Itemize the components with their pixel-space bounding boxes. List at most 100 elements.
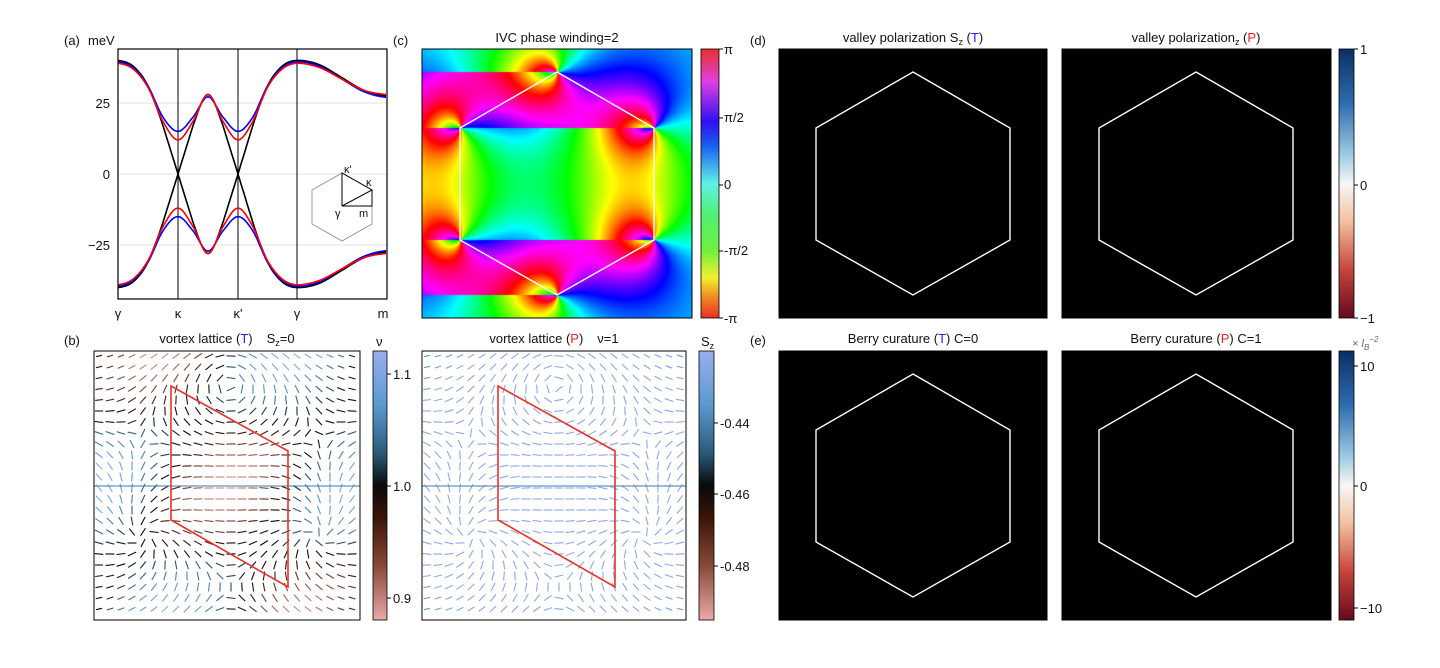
quiver-arrow	[631, 442, 641, 446]
quiver-arrow	[433, 574, 443, 578]
quiver-arrow	[478, 353, 486, 359]
plot-frame	[1061, 350, 1332, 621]
quiver-arrow	[204, 442, 214, 446]
quiver-arrow	[654, 595, 662, 601]
quiver-arrow	[456, 364, 464, 370]
quiver-arrow	[478, 462, 486, 470]
quiver-arrow	[459, 461, 461, 471]
quiver-arrow	[447, 494, 451, 504]
colorbar-tick: 10	[1360, 359, 1374, 374]
quiver-arrow	[347, 420, 357, 424]
quiver-arrow	[150, 374, 158, 382]
quiver-arrow	[675, 541, 685, 545]
quiver-arrow	[666, 483, 672, 493]
quiver-arrow	[646, 439, 648, 449]
quiver-arrow	[554, 398, 564, 402]
quiver-arrow	[587, 487, 597, 489]
quiver-arrow	[337, 376, 345, 380]
quiver-arrow	[163, 395, 167, 405]
quiver-arrow	[521, 442, 531, 446]
quiver-arrow	[611, 373, 617, 383]
quiver-arrow	[95, 585, 103, 589]
quiver-arrow	[600, 593, 606, 603]
quiver-arrow	[139, 561, 147, 569]
quiver-arrow	[633, 395, 639, 405]
berry-curvature-T-heatmap	[779, 351, 1047, 620]
quiver-arrow	[488, 485, 498, 491]
quiver-arrow	[543, 364, 553, 370]
quiver-arrow	[676, 494, 684, 504]
quiver-arrow	[455, 573, 465, 579]
quiver-arrow	[260, 605, 268, 613]
quiver-arrow	[94, 517, 104, 525]
panel-d-valley-polarization: (d) valley polarization Sz (T) valley po…	[750, 30, 1375, 326]
quiver-arrow	[467, 594, 475, 602]
quiver-arrow	[456, 584, 464, 590]
quiver-arrow	[259, 487, 269, 489]
quiver-arrow	[565, 530, 575, 534]
quiver-arrow	[623, 395, 627, 405]
quiver-arrow	[633, 560, 639, 570]
quiver-arrow	[459, 494, 461, 504]
quiver-arrow	[172, 539, 180, 547]
quiver-arrow	[632, 462, 640, 470]
quiver-arrow	[315, 385, 323, 393]
quiver-arrow	[131, 472, 133, 482]
quiver-arrow	[105, 421, 115, 423]
quiver-arrow	[609, 464, 619, 468]
quiver-arrow	[501, 549, 507, 559]
quiver-arrow	[645, 527, 649, 537]
quiver-arrow	[654, 354, 662, 358]
quiver-arrow	[195, 560, 201, 570]
panel-label-d: (d)	[750, 33, 766, 48]
quiver-arrow	[543, 530, 553, 534]
quiver-arrow	[502, 406, 506, 416]
colorbar-tick: −10	[1360, 601, 1382, 616]
quiver-arrow	[525, 384, 527, 394]
quiver-arrow	[489, 374, 497, 382]
quiver-arrow	[533, 594, 541, 602]
quiver-arrow	[632, 385, 640, 393]
quiver-arrow	[348, 607, 356, 611]
quiver-arrow	[499, 529, 509, 535]
quiver-arrow	[325, 584, 335, 590]
quiver-arrow	[458, 483, 462, 493]
quiver-arrow	[127, 573, 137, 579]
quiver-arrow	[127, 431, 137, 435]
quiver-arrow	[185, 582, 189, 592]
quiver-arrow	[292, 442, 302, 446]
quiver-arrow	[577, 407, 585, 415]
quiver-arrow	[204, 430, 214, 436]
quiver-arrow	[161, 539, 169, 547]
quiver-arrow	[248, 540, 258, 546]
quiver-arrow	[422, 553, 432, 555]
quiver-arrow	[238, 572, 246, 580]
quiver-arrow	[433, 398, 443, 402]
quiver-arrow	[140, 549, 146, 559]
quiver-arrow	[216, 374, 224, 382]
quiver-arrow	[127, 551, 137, 557]
x-tick: γ	[115, 306, 122, 321]
quiver-arrow	[609, 497, 619, 501]
quiver-arrow	[304, 594, 312, 602]
quiver-arrow	[590, 384, 594, 394]
quiver-arrow	[456, 595, 464, 601]
quiver-arrow	[446, 505, 452, 515]
quiver-arrow	[174, 571, 178, 581]
quiver-arrow	[490, 582, 496, 592]
quiver-arrow	[632, 428, 640, 438]
quiver-arrow	[455, 431, 465, 435]
quiver-arrow	[632, 374, 640, 382]
quiver-arrow	[544, 374, 552, 382]
quiver-arrow	[620, 496, 630, 502]
quiver-arrow	[273, 560, 277, 570]
quiver-arrow	[336, 430, 346, 436]
quiver-arrow	[445, 528, 453, 536]
quiver-arrow	[578, 593, 584, 603]
quiver-arrow	[468, 472, 474, 482]
quiver-arrow	[215, 606, 225, 612]
quiver-arrow	[160, 496, 170, 502]
quiver-arrow	[533, 407, 541, 415]
quiver-arrow	[524, 582, 528, 592]
quiver-arrow	[294, 384, 300, 394]
